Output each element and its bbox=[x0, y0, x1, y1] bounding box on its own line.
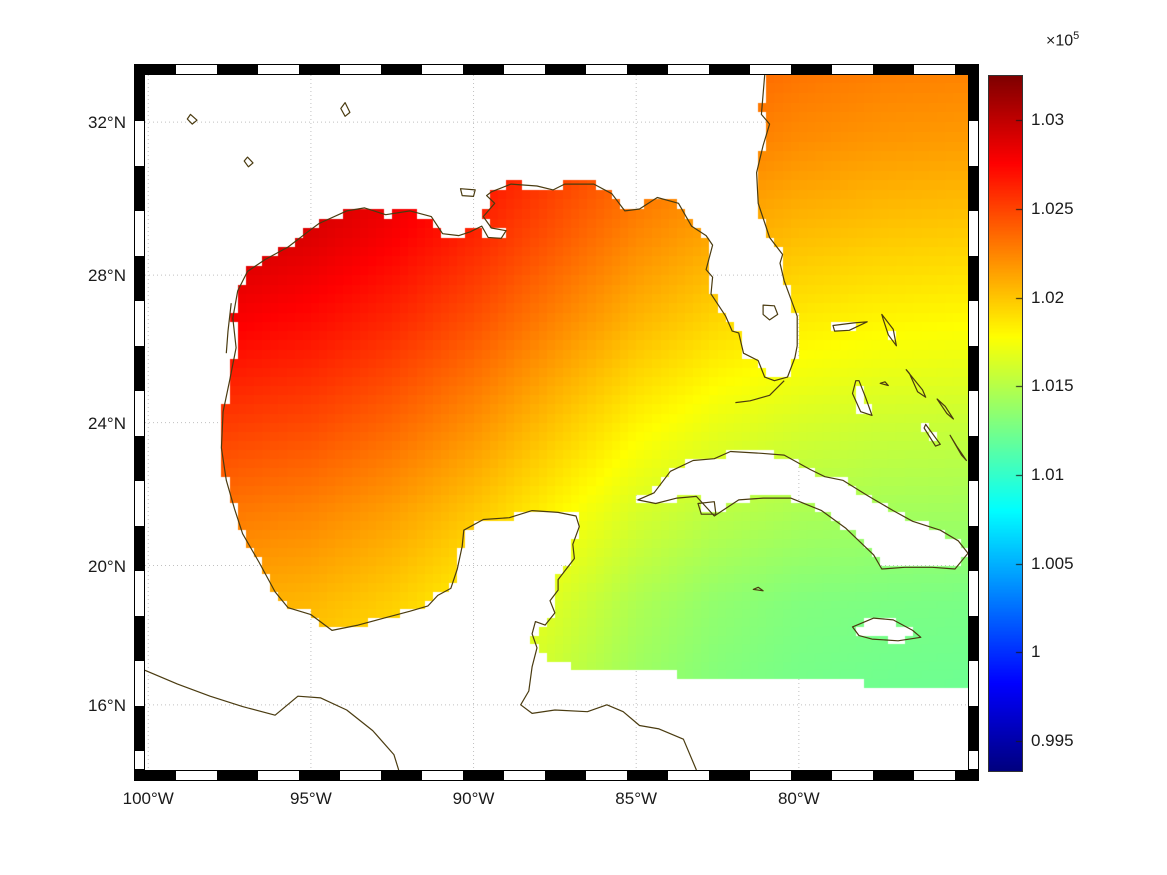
coastline-inland-lake-2 bbox=[340, 102, 351, 117]
colorbar-tick-label: 1.03 bbox=[1031, 110, 1065, 129]
x-tick-label: 100°W bbox=[122, 789, 174, 808]
coastline-laguna-madre bbox=[225, 303, 232, 354]
coastline-andros bbox=[851, 380, 873, 416]
coastline-lake-okeechobee bbox=[762, 304, 779, 321]
coastline-florida-keys bbox=[735, 380, 785, 404]
x-tick-label: 80°W bbox=[777, 789, 820, 808]
map-frame-right bbox=[968, 75, 979, 770]
coastline-eleuthera bbox=[905, 369, 927, 398]
pressure-field-canvas bbox=[145, 75, 968, 770]
coastline-lake-pontchartrain bbox=[459, 188, 476, 197]
y-tick-label: 24°N bbox=[88, 413, 126, 433]
colorbar-tick-label: 1.02 bbox=[1031, 288, 1065, 307]
coastline-grand-cayman bbox=[752, 586, 764, 592]
coastline-jamaica bbox=[851, 617, 922, 642]
coastline-inland-lake-3 bbox=[243, 156, 254, 168]
coastline-new-providence bbox=[879, 381, 889, 387]
coastline-cuba bbox=[637, 450, 968, 570]
colorbar-multiplier-label: ×105 bbox=[1046, 30, 1079, 50]
coastline-great-exuma bbox=[923, 423, 941, 447]
x-tick-label: 90°W bbox=[452, 789, 495, 808]
y-tick-label: 28°N bbox=[88, 266, 126, 286]
colorbar-tick-label: 0.995 bbox=[1031, 731, 1074, 750]
coastline-pacific-coast bbox=[145, 669, 400, 770]
colorbar-tick-label: 1 bbox=[1031, 642, 1041, 661]
coastline-gulf-atlantic-mainland-coast bbox=[220, 75, 798, 770]
x-tick-label: 85°W bbox=[615, 789, 658, 808]
map-frame-top bbox=[134, 64, 979, 75]
map-frame-bottom bbox=[134, 770, 979, 781]
colorbar-tick-label: 1.005 bbox=[1031, 554, 1074, 573]
colorbar-tick-label: 1.01 bbox=[1031, 465, 1065, 484]
colorbar-tick-label: 1.025 bbox=[1031, 199, 1074, 218]
coastlines-layer bbox=[145, 75, 968, 770]
x-tick-label: 95°W bbox=[290, 789, 332, 808]
coastline-cat-island bbox=[936, 398, 954, 420]
coastline-isla-de-la-juventud bbox=[697, 501, 717, 515]
map-plot-area bbox=[145, 75, 968, 770]
coastline-abaco bbox=[881, 313, 897, 347]
coastline-grand-bahama bbox=[832, 321, 868, 332]
y-tick-label: 32°N bbox=[88, 113, 126, 133]
map-frame-left bbox=[134, 75, 145, 770]
coastline-long-island bbox=[949, 434, 967, 462]
colorbar-multiplier-exponent: 5 bbox=[1073, 30, 1080, 42]
coastline-inland-lake-1 bbox=[186, 113, 198, 125]
y-tick-label: 20°N bbox=[88, 556, 126, 576]
colorbar-tick-label: 1.015 bbox=[1031, 376, 1074, 395]
colorbar-canvas bbox=[988, 75, 1023, 772]
y-tick-label: 16°N bbox=[88, 695, 126, 715]
colorbar-multiplier-prefix: ×10 bbox=[1046, 32, 1074, 50]
